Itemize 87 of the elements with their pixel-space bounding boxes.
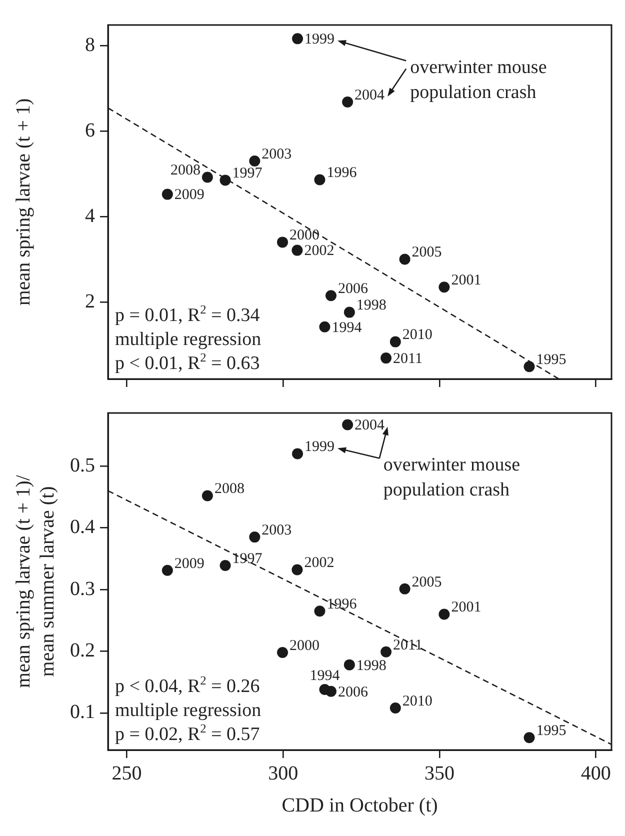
- point: [524, 361, 535, 372]
- y-tick-label: 0.5: [70, 454, 95, 476]
- x-tick-label: 300: [268, 762, 298, 784]
- annotation: overwinter mouse population crash: [383, 454, 520, 500]
- point: [344, 659, 355, 670]
- point: [325, 290, 336, 302]
- annotation: 2002: [304, 555, 334, 572]
- point: [319, 321, 330, 332]
- point: [438, 608, 450, 620]
- annotation: 2009: [174, 556, 204, 572]
- y-tick-label: 0.3: [70, 578, 95, 600]
- point: [249, 532, 260, 543]
- point: [314, 606, 326, 617]
- point: [390, 336, 401, 348]
- annotation: 2008: [170, 162, 200, 179]
- annotation: 2000: [290, 228, 320, 244]
- annotation: multiple regression: [115, 329, 262, 350]
- annotation: 2008: [214, 481, 244, 498]
- annotation: 2005: [412, 244, 442, 261]
- point: [162, 188, 173, 200]
- annotation: 2004: [354, 87, 386, 104]
- annotation: 1994: [332, 320, 362, 336]
- point: [438, 282, 450, 293]
- annotation: 2010: [402, 693, 432, 710]
- point: [202, 172, 213, 183]
- point: [220, 560, 231, 571]
- y-tick-label: 8: [85, 34, 95, 56]
- y-tick-label: 2: [85, 290, 95, 312]
- annotation: 1999: [304, 32, 335, 48]
- annotation: 2001: [451, 272, 482, 289]
- y-tick-label: 6: [85, 119, 95, 142]
- annotation: 2003: [262, 146, 292, 162]
- x-tick-label: 350: [424, 762, 454, 784]
- point: [342, 419, 354, 430]
- x-tick-label: 400: [580, 762, 611, 784]
- y-tick-label: 4: [85, 204, 95, 227]
- y-axis-title: mean spring larvae (t + 1): [12, 98, 34, 306]
- point: [399, 583, 410, 594]
- annotation: 1997: [232, 166, 263, 182]
- point: [249, 155, 260, 166]
- point: [380, 352, 392, 364]
- point: [325, 686, 336, 697]
- annotation: multiple regression: [115, 700, 262, 721]
- annotation: 1995: [536, 723, 566, 740]
- y-tick-label: 0.1: [70, 701, 95, 724]
- y-axis-title: mean spring larvae (t + 1)/ mean summer larvae (t): [12, 474, 58, 688]
- point: [344, 306, 355, 318]
- annotation: 2011: [393, 350, 422, 367]
- point: [292, 244, 303, 256]
- x-tick-label: 250: [112, 762, 142, 784]
- point: [342, 96, 354, 108]
- y-tick-label: 0.4: [70, 516, 95, 538]
- point: [314, 174, 326, 186]
- annotation: overwinter mouse population crash: [410, 56, 547, 103]
- annotation: 1996: [326, 596, 358, 613]
- point: [380, 646, 392, 658]
- annotation: 2010: [402, 327, 432, 344]
- point: [292, 448, 304, 460]
- point: [524, 732, 535, 744]
- annotation: 1998: [356, 298, 386, 314]
- annotation: 1999: [304, 439, 335, 456]
- annotation: 1994: [310, 668, 340, 684]
- annotation: 2006: [338, 684, 368, 700]
- point: [162, 564, 173, 576]
- annotation: 2003: [262, 522, 292, 538]
- point: [292, 564, 303, 576]
- y-tick-label: 0.2: [70, 639, 95, 662]
- x-axis-title: CDD in October (t): [282, 794, 438, 816]
- annotation: 2001: [451, 600, 482, 616]
- point: [277, 646, 288, 658]
- annotation: 2004: [354, 418, 386, 434]
- point: [390, 702, 401, 714]
- annotation: 2009: [174, 187, 204, 204]
- annotation: 1997: [232, 550, 263, 567]
- point: [220, 174, 231, 186]
- annotation: 1996: [326, 165, 358, 182]
- annotation: 2006: [338, 281, 368, 298]
- point: [292, 33, 304, 44]
- annotation: 2011: [393, 637, 422, 654]
- point: [277, 236, 288, 248]
- point: [399, 254, 410, 265]
- point: [202, 490, 213, 502]
- annotation: 2002: [304, 243, 334, 260]
- annotation: 2005: [412, 574, 442, 590]
- annotation: 2000: [290, 638, 320, 654]
- annotation: 1995: [536, 352, 566, 368]
- annotation: 1998: [356, 658, 386, 674]
